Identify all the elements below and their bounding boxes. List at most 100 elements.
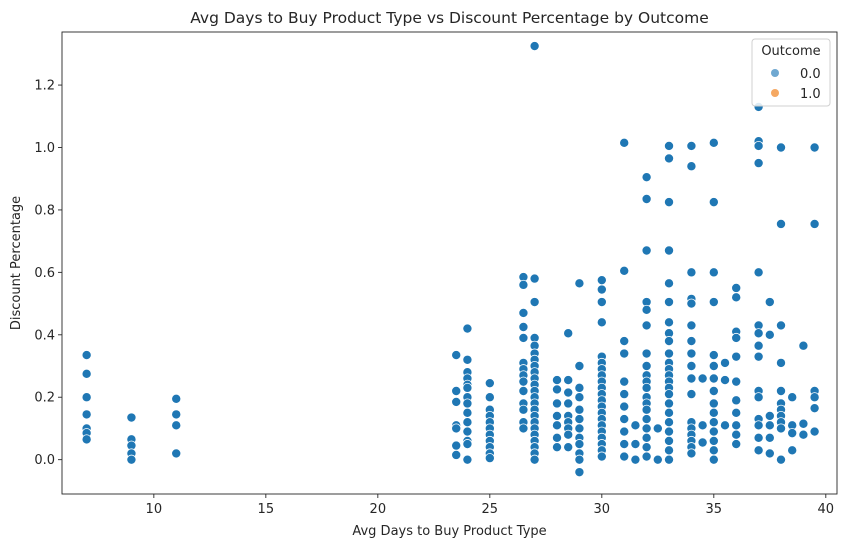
point-s0-224: [708, 435, 719, 446]
chart-title: Avg Days to Buy Product Type vs Discount…: [190, 9, 709, 27]
point-s0-219: [708, 385, 719, 396]
point-s0-89: [552, 420, 563, 431]
point-s0-233: [731, 332, 742, 343]
point-s0-235: [731, 376, 742, 387]
point-s0-137: [619, 348, 630, 359]
data-points: [81, 41, 820, 478]
point-s0-249: [753, 351, 764, 362]
point-s0-194: [686, 267, 697, 278]
point-s0-24: [462, 354, 473, 365]
point-s0-107: [574, 423, 585, 434]
point-s0-145: [630, 420, 641, 431]
point-s0-158: [641, 382, 652, 393]
point-s0-263: [776, 218, 787, 229]
point-s0-271: [776, 423, 787, 434]
point-s0-162: [641, 414, 652, 425]
point-s0-278: [798, 418, 809, 429]
point-s0-161: [641, 404, 652, 415]
point-s0-56: [518, 376, 529, 387]
point-s0-285: [809, 426, 820, 437]
point-s0-115: [596, 297, 607, 308]
point-s0-100: [563, 442, 574, 453]
point-s0-185: [664, 398, 675, 409]
point-s0-35: [462, 439, 473, 450]
point-s0-101: [574, 278, 585, 289]
point-s0-33: [462, 426, 473, 437]
point-s0-155: [641, 361, 652, 372]
point-s0-103: [574, 382, 585, 393]
point-s0-91: [552, 442, 563, 453]
point-s0-138: [619, 376, 630, 387]
point-s0-106: [574, 414, 585, 425]
point-s0-265: [776, 357, 787, 368]
point-s0-59: [518, 404, 529, 415]
point-s0-197: [686, 320, 697, 331]
point-s0-139: [619, 389, 630, 400]
point-s0-15: [171, 448, 182, 459]
point-s0-23: [462, 323, 473, 334]
point-s0-172: [664, 245, 675, 256]
point-s0-193: [686, 161, 697, 172]
point-s0-52: [518, 332, 529, 343]
point-s0-99: [563, 429, 574, 440]
point-s0-209: [697, 373, 708, 384]
point-s0-174: [664, 297, 675, 308]
point-s0-63: [529, 273, 540, 284]
point-s0-86: [552, 384, 563, 395]
point-s0-114: [596, 284, 607, 295]
point-s0-109: [574, 439, 585, 450]
point-s0-188: [664, 426, 675, 437]
point-s0-229: [720, 420, 731, 431]
point-s0-152: [641, 304, 652, 315]
point-s0-213: [708, 197, 719, 208]
point-s0-228: [720, 375, 731, 386]
point-s0-143: [619, 439, 630, 450]
point-s0-257: [764, 329, 775, 340]
point-s0-133: [596, 451, 607, 462]
point-s0-186: [664, 407, 675, 418]
point-s0-202: [686, 389, 697, 400]
y-axis-title: Discount Percentage: [9, 196, 24, 330]
point-s0-3: [81, 409, 92, 420]
point-s0-231: [731, 292, 742, 303]
point-s0-284: [809, 403, 820, 414]
legend-box: [751, 38, 831, 107]
point-s0-165: [641, 442, 652, 453]
point-s0-238: [731, 420, 742, 431]
point-s0-208: [686, 448, 697, 459]
point-s0-256: [764, 297, 775, 308]
point-s0-264: [776, 320, 787, 331]
point-s0-253: [753, 420, 764, 431]
point-s0-211: [697, 437, 708, 448]
point-s0-105: [574, 404, 585, 415]
point-s0-150: [641, 245, 652, 256]
point-s0-136: [619, 336, 630, 347]
point-s0-192: [686, 140, 697, 151]
point-s0-11: [126, 454, 137, 465]
point-s0-230: [731, 282, 742, 293]
point-s0-95: [563, 398, 574, 409]
point-s0-248: [753, 340, 764, 351]
point-s0-168: [652, 454, 663, 465]
point-s0-93: [563, 375, 574, 386]
point-s0-215: [708, 297, 719, 308]
point-s0-0: [81, 350, 92, 361]
point-s0-38: [484, 392, 495, 403]
legend-label-0: 0.0: [800, 67, 821, 82]
point-s0-102: [574, 361, 585, 372]
point-s0-240: [731, 439, 742, 450]
point-s0-32: [462, 417, 473, 428]
point-s0-6: [81, 434, 92, 445]
x-tick-label-1: 15: [258, 502, 275, 517]
point-s0-220: [708, 398, 719, 409]
point-s0-84: [529, 454, 540, 465]
point-s0-7: [126, 412, 137, 423]
point-s0-90: [552, 432, 563, 443]
point-s0-212: [708, 137, 719, 148]
point-s0-244: [753, 158, 764, 169]
point-s0-144: [619, 451, 630, 462]
point-s0-17: [451, 385, 462, 396]
point-s0-18: [451, 396, 462, 407]
point-s0-61: [518, 423, 529, 434]
